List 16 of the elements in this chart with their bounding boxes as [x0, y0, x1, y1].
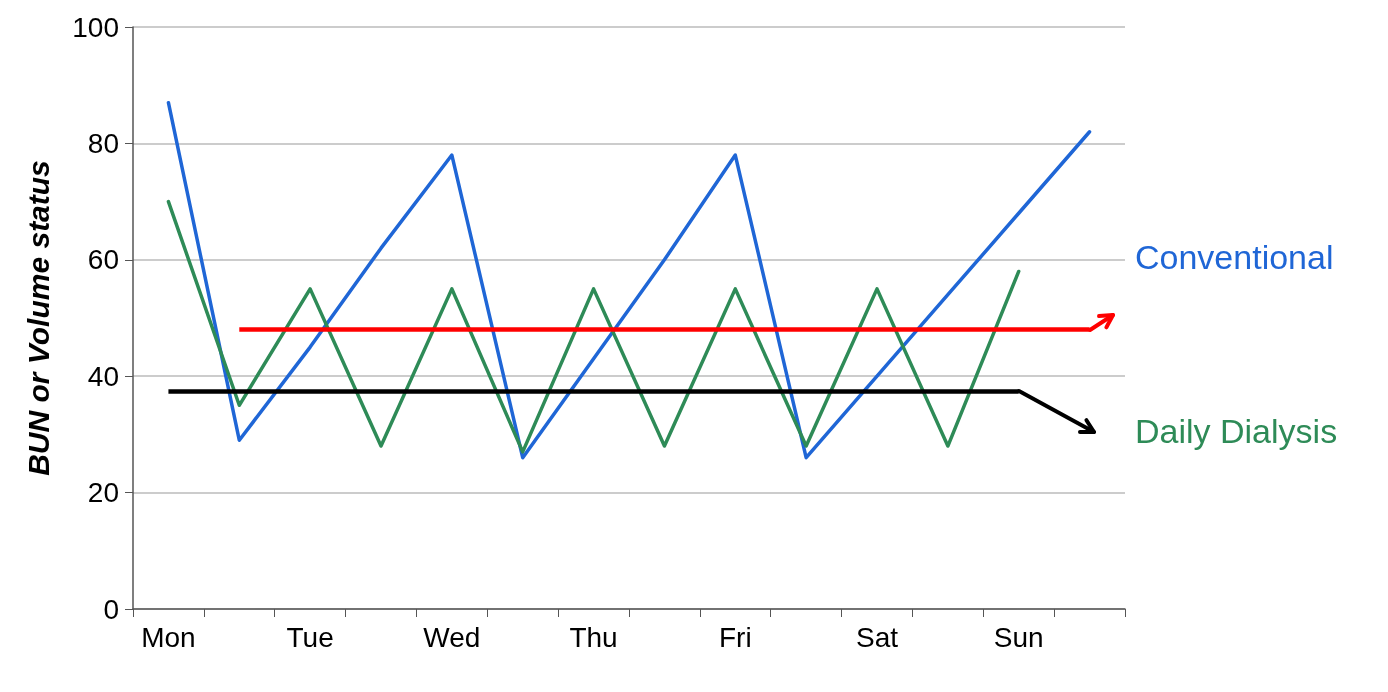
y-axis-title: BUN or Volume status: [21, 160, 55, 476]
y-tick-label: 100: [72, 11, 119, 43]
text: Daily Dialysis: [1135, 412, 1338, 451]
x-tick-label: Mon: [141, 621, 196, 653]
y-tick-label: 40: [87, 360, 119, 392]
y-tick-label: 20: [87, 477, 119, 509]
y-tick-label: 0: [103, 593, 119, 625]
y-tick-label: 60: [87, 244, 119, 276]
x-tick-label: Fri: [718, 621, 752, 653]
y-tick-label: 80: [87, 127, 119, 159]
x-tick-label: Wed: [423, 621, 481, 653]
text: Conventional: [1135, 237, 1334, 276]
x-tick-label: Tue: [286, 621, 334, 653]
x-tick-label: Sat: [855, 621, 899, 653]
x-tick-label: Thu: [569, 621, 618, 653]
x-tick-label: Sun: [993, 621, 1044, 653]
